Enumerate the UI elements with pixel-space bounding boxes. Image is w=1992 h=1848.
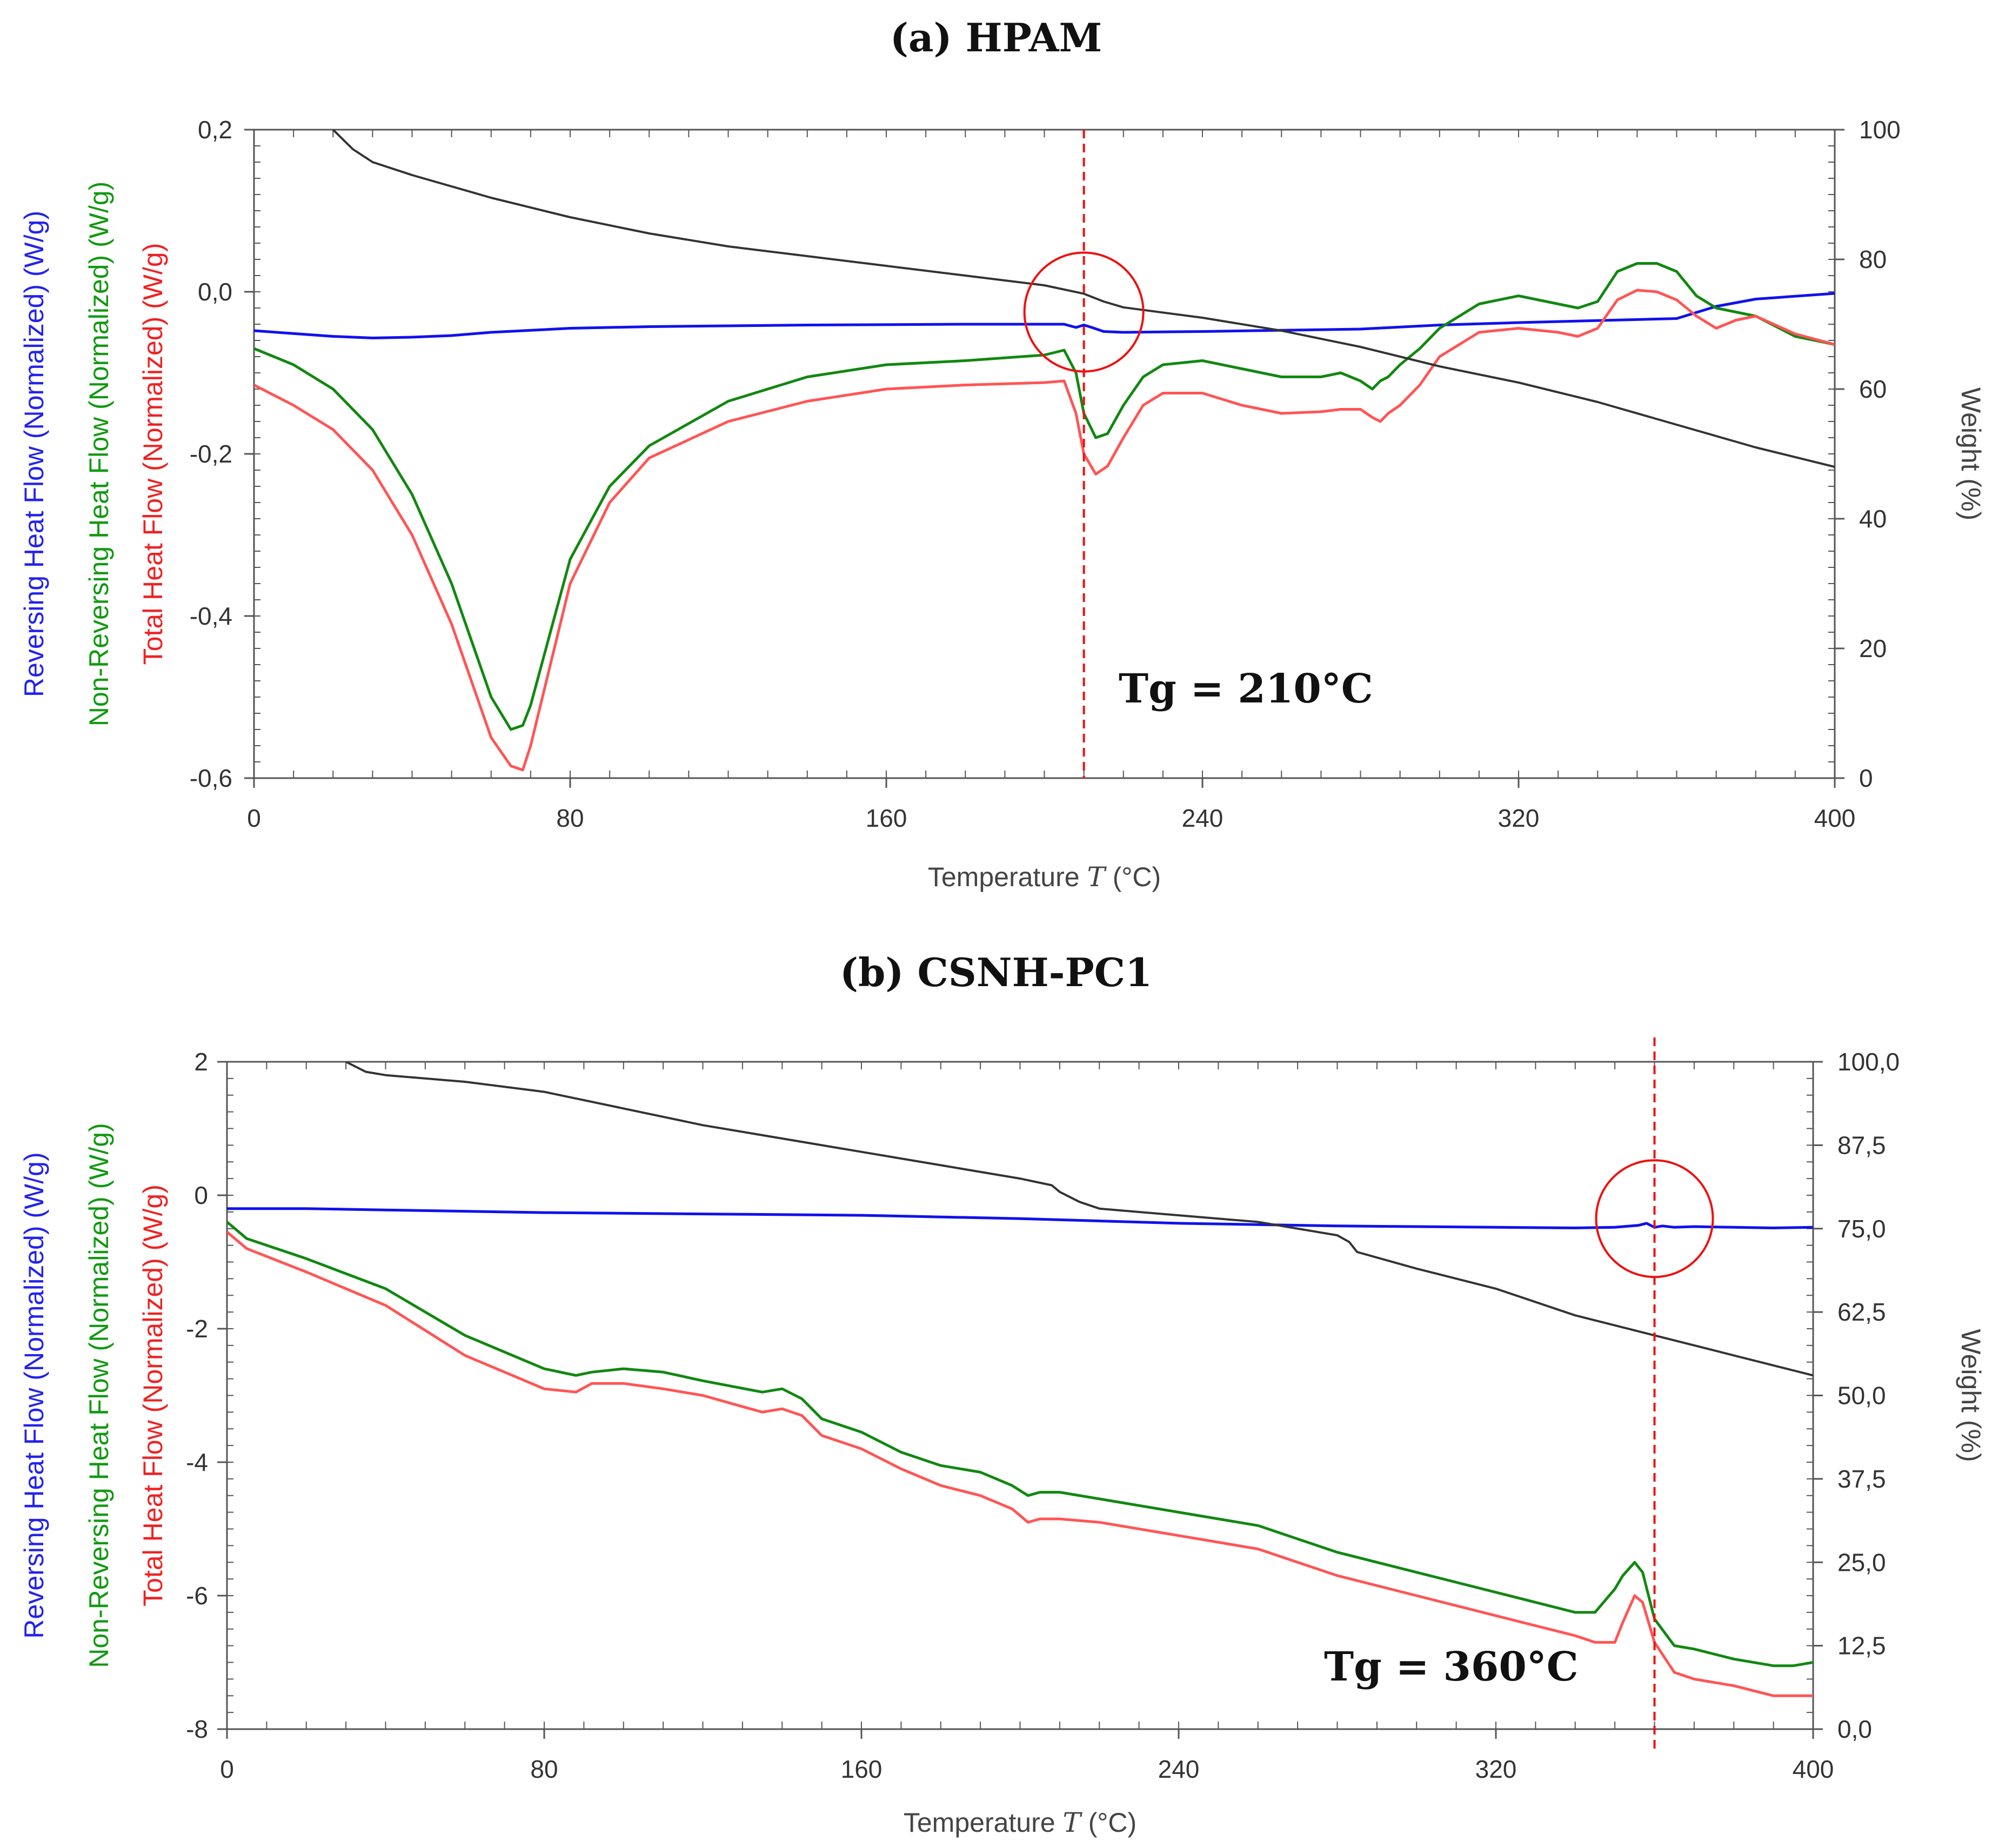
y-left-tick-label: -8: [186, 1715, 208, 1743]
x-tick-label: 240: [1182, 804, 1224, 832]
series-weight: [332, 130, 1835, 468]
x-tick-label: 320: [1498, 804, 1540, 832]
x-tick-label: 240: [1158, 1755, 1200, 1783]
x-tick-label: 160: [866, 804, 907, 832]
y-right-tick-label: 20: [1859, 634, 1887, 662]
x-tick-label: 80: [556, 804, 584, 832]
y-left-axis-label: Reversing Heat Flow (Normalized) (W/g): [19, 1152, 49, 1638]
y-right-tick-label: 100,0: [1837, 1048, 1900, 1076]
x-tick-label: 0: [220, 1755, 234, 1783]
y-left-axis-label: Non-Reversing Heat Flow (Normalized) (W/…: [84, 1123, 114, 1668]
y-left-axis-label: Total Heat Flow (Normalized) (W/g): [138, 243, 168, 665]
y-left-tick-label: 0: [194, 1181, 208, 1209]
series-total-heat-flow: [254, 289, 1835, 772]
y-right-tick-label: 50,0: [1837, 1382, 1886, 1410]
y-left-tick-label: 2: [194, 1048, 208, 1076]
y-right-tick-label: 40: [1859, 505, 1887, 533]
x-axis-label: Temperature T (°C): [928, 861, 1161, 893]
tg-highlight-circle: [1595, 1159, 1714, 1278]
x-tick-label: 320: [1475, 1755, 1517, 1783]
y-right-tick-label: 0,0: [1837, 1715, 1872, 1743]
y-right-tick-label: 100: [1859, 116, 1901, 144]
y-right-axis-label: Weight (%): [1956, 1329, 1986, 1462]
y-left-axis-label: Non-Reversing Heat Flow (Normalized) (W/…: [84, 182, 114, 727]
y-left-tick-label: 0,2: [198, 116, 232, 144]
series-non-reversing-heat-flow: [227, 1221, 1813, 1668]
y-right-axis-label: Weight (%): [1956, 387, 1986, 520]
tg-highlight-circle: [1023, 251, 1145, 373]
y-right-tick-label: 37,5: [1837, 1465, 1886, 1493]
x-tick-label: 80: [530, 1755, 558, 1783]
series-weight: [345, 1062, 1813, 1377]
chart-title: (b) CSNH-PC1: [840, 949, 1152, 995]
y-right-tick-label: 87,5: [1837, 1131, 1886, 1159]
plot-area: [253, 129, 1836, 779]
y-left-tick-label: 0,0: [198, 278, 232, 306]
y-right-tick-label: 75,0: [1837, 1215, 1886, 1243]
y-right-tick-label: 80: [1859, 245, 1887, 273]
x-tick-label: 160: [841, 1755, 883, 1783]
series-reversing-heat-flow: [227, 1207, 1813, 1229]
y-left-tick-label: -0,2: [190, 440, 232, 468]
series-non-reversing-heat-flow: [254, 262, 1835, 731]
y-right-tick-label: 62,5: [1837, 1298, 1886, 1326]
series-reversing-heat-flow: [254, 292, 1835, 339]
y-left-axis-label: Reversing Heat Flow (Normalized) (W/g): [19, 211, 49, 697]
chart-title: (a) HPAM: [890, 15, 1102, 61]
x-tick-label: 400: [1793, 1755, 1834, 1783]
plot-area: [226, 1061, 1814, 1730]
y-left-tick-label: -0,6: [190, 764, 232, 792]
y-right-tick-label: 60: [1859, 375, 1887, 403]
y-left-tick-label: -6: [186, 1582, 208, 1610]
series-total-heat-flow: [227, 1230, 1813, 1697]
chart-panel-b: (b) CSNH-PC1 0 80 160 240 320 400 -8 -6 -4 -2 0 2 0,0…: [19, 949, 1986, 1838]
y-right-tick-label: 12,5: [1837, 1632, 1886, 1660]
tg-annotation: Tg = 360°C: [1324, 1644, 1579, 1690]
x-tick-label: 400: [1814, 804, 1856, 832]
y-right-tick-label: 25,0: [1837, 1548, 1886, 1576]
x-axis-label: Temperature T (°C): [904, 1807, 1137, 1838]
tg-annotation: Tg = 210°C: [1119, 666, 1373, 712]
y-left-tick-label: -2: [186, 1315, 208, 1343]
y-left-axis-label: Total Heat Flow (Normalized) (W/g): [138, 1184, 168, 1606]
y-right-tick-label: 0: [1859, 764, 1873, 792]
y-left-tick-label: -0,4: [190, 602, 232, 630]
x-tick-label: 0: [247, 804, 261, 832]
y-left-tick-label: -4: [186, 1448, 208, 1476]
